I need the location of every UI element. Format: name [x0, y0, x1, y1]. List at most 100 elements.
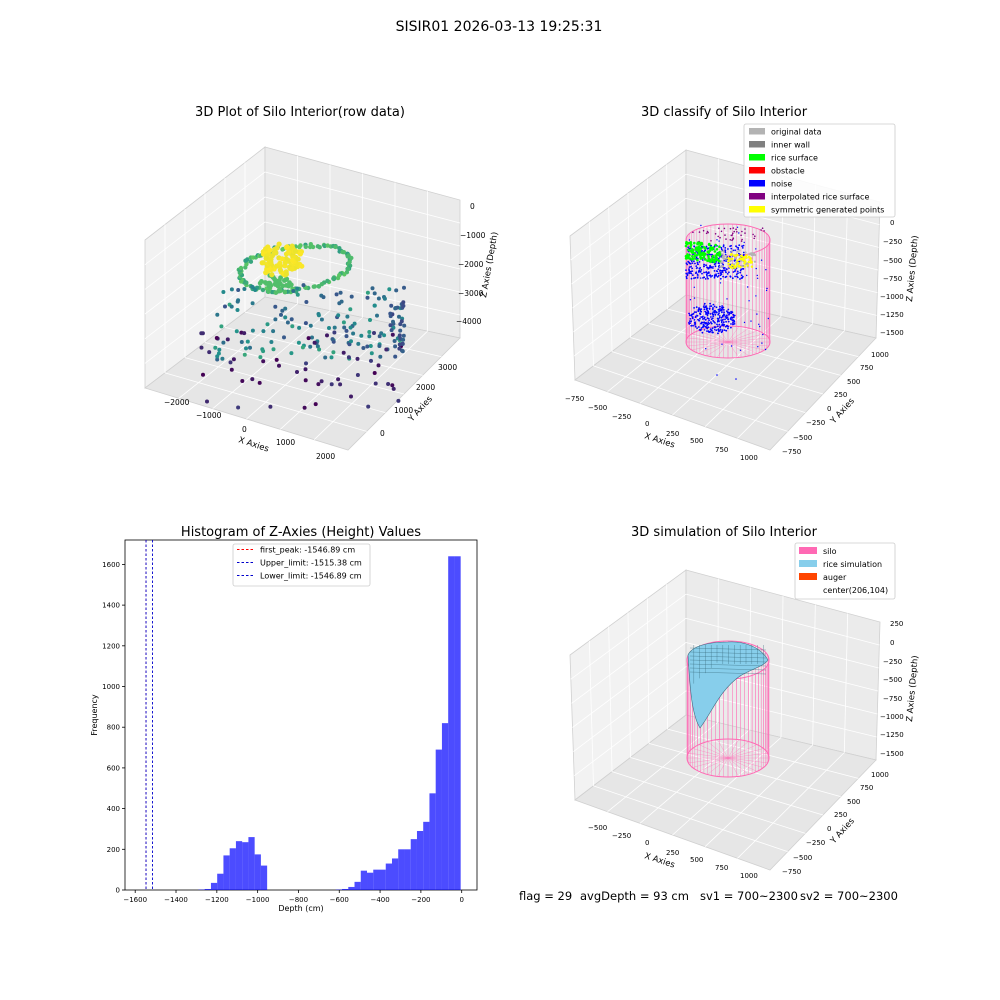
histogram-bar: [373, 869, 380, 890]
raw-point: [317, 347, 322, 352]
rice-surface-point: [691, 254, 694, 258]
raw-point: [329, 355, 334, 360]
noise-point: [693, 286, 695, 288]
noise-point: [706, 330, 708, 332]
raw-point: [267, 247, 273, 253]
rice-mesh-line: [689, 655, 767, 659]
interpolated-point: [735, 228, 737, 231]
raw-z-tick: −1000: [460, 231, 486, 240]
classify-point-cloud: [684, 224, 769, 380]
rice-surface-point: [693, 254, 697, 257]
noise-point: [719, 270, 721, 272]
silo-spoke: [727, 739, 739, 759]
histogram-bar: [242, 842, 249, 890]
noise-point: [741, 277, 744, 279]
raw-point: [401, 303, 406, 308]
symmetric-point: [739, 257, 742, 261]
gridline: [573, 666, 687, 752]
noise-point: [757, 346, 759, 348]
raw-point: [344, 328, 349, 333]
simulation-z-tick: −500: [883, 676, 902, 684]
noise-point: [738, 244, 741, 247]
histogram-x-ticks: −1600 −1400 −1200 −1000 −800 −600 −400 −200 0: [123, 890, 464, 904]
noise-point: [705, 271, 708, 273]
noise-point: [710, 305, 713, 307]
simulation-legend-label: silo: [823, 547, 837, 556]
rice-surface-point: [689, 245, 692, 249]
gridline: [264, 171, 461, 224]
histogram-bar: [204, 888, 211, 890]
gridline: [639, 729, 750, 824]
noise-point: [707, 326, 710, 329]
noise-point: [694, 324, 696, 326]
raw-z-tick: 0: [470, 202, 475, 211]
raw-point: [365, 344, 370, 349]
noise-point: [740, 274, 743, 277]
raw-point: [295, 370, 299, 374]
noise-point: [690, 277, 693, 280]
original-point: [752, 252, 756, 255]
noise-point: [708, 322, 711, 325]
histogram-bar: [354, 881, 361, 890]
noise-point: [699, 267, 702, 269]
noise-point: [755, 267, 757, 270]
noise-point: [717, 268, 720, 271]
raw-y-tick: 0: [380, 429, 385, 438]
raw-point: [321, 295, 326, 300]
noise-point: [733, 314, 736, 317]
noise-point: [718, 323, 721, 326]
symmetric-point: [732, 254, 736, 257]
noise-point: [711, 275, 714, 277]
silo-spoke: [727, 757, 739, 777]
raw-point-cloud: [199, 241, 407, 410]
noise-point: [743, 321, 746, 324]
histogram-x-label: Depth (cm): [278, 904, 323, 913]
rice-surface-point: [704, 246, 707, 250]
rice-surface-point: [712, 258, 715, 262]
noise-point: [719, 328, 722, 331]
noise-point: [685, 269, 687, 271]
raw-point: [345, 266, 350, 271]
noise-point: [717, 318, 720, 320]
interpolated-point: [710, 240, 712, 242]
rice-surface-point: [717, 253, 720, 256]
classify-y-tick: −750: [782, 448, 801, 456]
histogram-x-tick-label: −600: [330, 896, 349, 904]
noise-point: [743, 241, 745, 244]
raw-point: [228, 360, 233, 365]
raw-point: [263, 246, 269, 252]
noise-point: [721, 311, 723, 314]
raw-point: [372, 331, 376, 335]
gridline: [704, 323, 813, 427]
histogram-x-tick-label: −400: [370, 896, 389, 904]
original-point: [725, 254, 728, 257]
raw-point: [248, 345, 252, 350]
histogram-x-tick-label: −1600: [123, 896, 147, 904]
noise-point: [703, 263, 705, 266]
histogram-x-tick-label: −800: [289, 896, 308, 904]
noise-point: [688, 239, 691, 241]
raw-point: [401, 333, 406, 338]
silo-spoke: [727, 341, 740, 358]
noise-point: [709, 305, 711, 307]
simulation-y-tick: −500: [793, 854, 812, 862]
noise-point: [722, 275, 724, 278]
noise-point: [730, 247, 733, 250]
raw-point: [368, 318, 372, 322]
rice-surface-point: [713, 250, 717, 253]
noise-point: [727, 320, 730, 323]
silo-spoke: [688, 757, 729, 764]
simulation-legend-label: auger: [823, 573, 847, 582]
histogram-legend-box: [232, 543, 371, 587]
raw-point: [365, 295, 370, 300]
noise-point: [721, 330, 724, 333]
raw-point: [239, 340, 244, 344]
noise-point: [741, 247, 744, 249]
noise-point: [704, 310, 707, 313]
raw-point: [266, 284, 272, 289]
raw-point: [207, 350, 212, 355]
noise-point: [713, 274, 716, 277]
raw-point: [356, 341, 361, 346]
noise-point: [703, 316, 706, 319]
histogram-bar: [217, 873, 224, 890]
